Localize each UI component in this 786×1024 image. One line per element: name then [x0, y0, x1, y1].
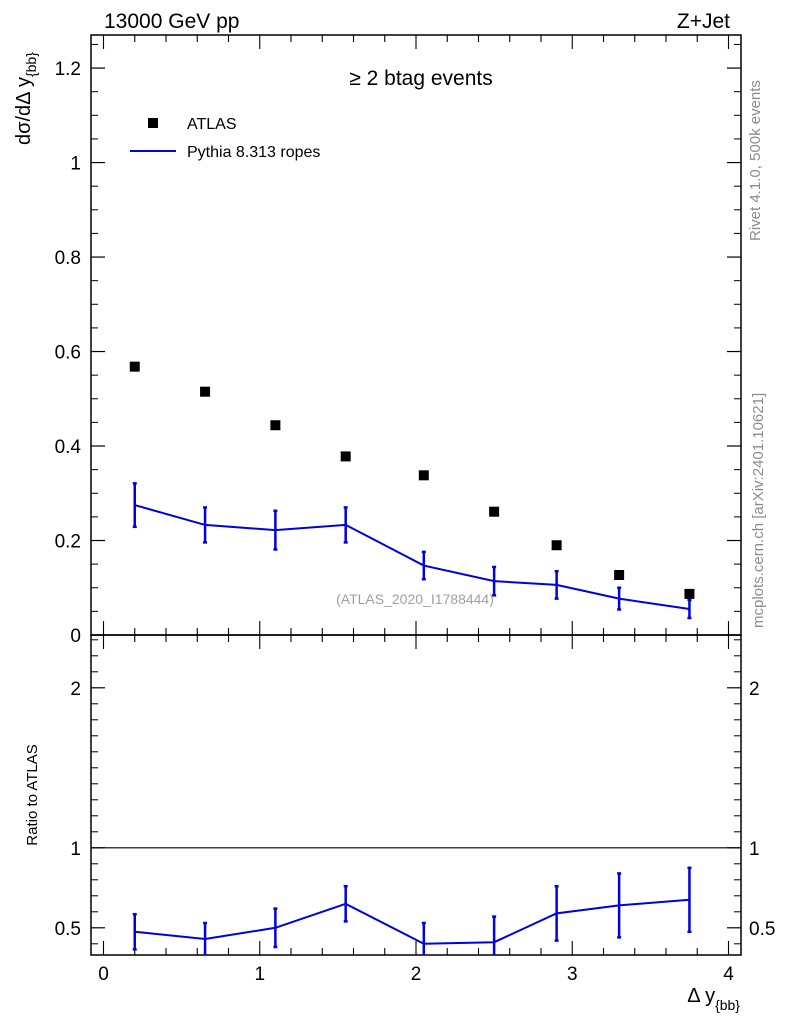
ratio-x-ticks: 0 1 2 3 4 — [98, 635, 734, 985]
main-series — [129, 361, 695, 620]
rivet-version-label: Rivet 4.1.0, 500k events — [747, 80, 764, 241]
ratio-y-tick-label-right: 0.5 — [749, 919, 775, 940]
x-tick-label: 4 — [723, 964, 734, 985]
atlas-data-point — [684, 588, 695, 599]
atlas-data-point — [200, 386, 211, 397]
ratio-y-tick-label-right: 2 — [749, 679, 760, 700]
header-process-label: Z+Jet — [677, 10, 730, 33]
main-y-tick-label: 1 — [70, 154, 81, 175]
main-y-ticks: 0 0.2 0.4 0.6 0.8 1 1.2 — [55, 43, 741, 647]
main-panel: 0 0.2 0.4 0.6 0.8 1 1.2 ≥ 2 btag events (ATLAS… — [13, 34, 742, 647]
main-title: ≥ 2 btag events — [349, 67, 492, 90]
atlas-data-point — [551, 540, 562, 551]
legend-atlas-marker — [148, 118, 158, 128]
ratio-plot-frame — [90, 634, 742, 956]
atlas-data-point — [418, 470, 429, 481]
atlas-data-point — [614, 570, 625, 580]
ratio-y-tick-label-right: 1 — [749, 839, 760, 860]
main-y-axis-label-main: dσ/dΔ y — [13, 77, 35, 145]
main-y-tick-label: 0.6 — [55, 343, 81, 364]
ratio-panel: 0.5 0.5 1 1 2 2 0 1 2 3 4 Ratio to ATLAS — [24, 634, 775, 985]
x-tick-label: 0 — [98, 964, 109, 985]
atlas-data-point — [129, 361, 140, 372]
ratio-line — [134, 898, 690, 945]
main-y-tick-label: 0.4 — [55, 437, 82, 458]
ratio-y-tick-label-left: 0.5 — [55, 919, 81, 940]
main-y-tick-label: 0 — [70, 626, 81, 647]
x-axis-label: Δ y{bb} — [687, 985, 740, 1013]
analysis-watermark: (ATLAS_2020_I1788444) — [336, 591, 494, 607]
x-axis-label-sub: {bb} — [715, 997, 740, 1013]
legend: ATLAS Pythia 8.313 ropes — [130, 116, 320, 161]
mcplots-label: mcplots.cern.ch [arXiv:2401.10621] — [750, 393, 767, 628]
ratio-series — [132, 866, 692, 955]
main-y-tick-label: 0.8 — [55, 248, 81, 269]
ratio-y-axis-label: Ratio to ATLAS — [24, 744, 41, 845]
legend-pythia-label: Pythia 8.313 ropes — [187, 144, 320, 161]
main-x-ticks — [102, 35, 730, 635]
x-tick-label: 1 — [254, 964, 265, 985]
main-y-tick-label: 1.2 — [55, 59, 81, 80]
ratio-y-tick-label-left: 2 — [70, 679, 81, 700]
legend-atlas-label: ATLAS — [187, 116, 237, 133]
ratio-y-ticks: 0.5 0.5 1 1 2 2 — [55, 639, 775, 945]
main-y-axis-label: dσ/dΔ y{bb} — [13, 52, 39, 145]
x-axis-label-main: Δ y — [687, 985, 715, 1007]
ratio-y-tick-label-left: 1 — [70, 839, 81, 860]
atlas-data-point — [270, 420, 281, 431]
atlas-data-point — [489, 506, 500, 517]
main-y-axis-label-sub: {bb} — [23, 52, 39, 77]
x-tick-label: 2 — [411, 964, 422, 985]
atlas-data-point — [340, 451, 351, 462]
x-tick-label: 3 — [567, 964, 578, 985]
main-y-tick-label: 0.2 — [55, 532, 81, 553]
header-energy-label: 13000 GeV pp — [104, 10, 239, 33]
